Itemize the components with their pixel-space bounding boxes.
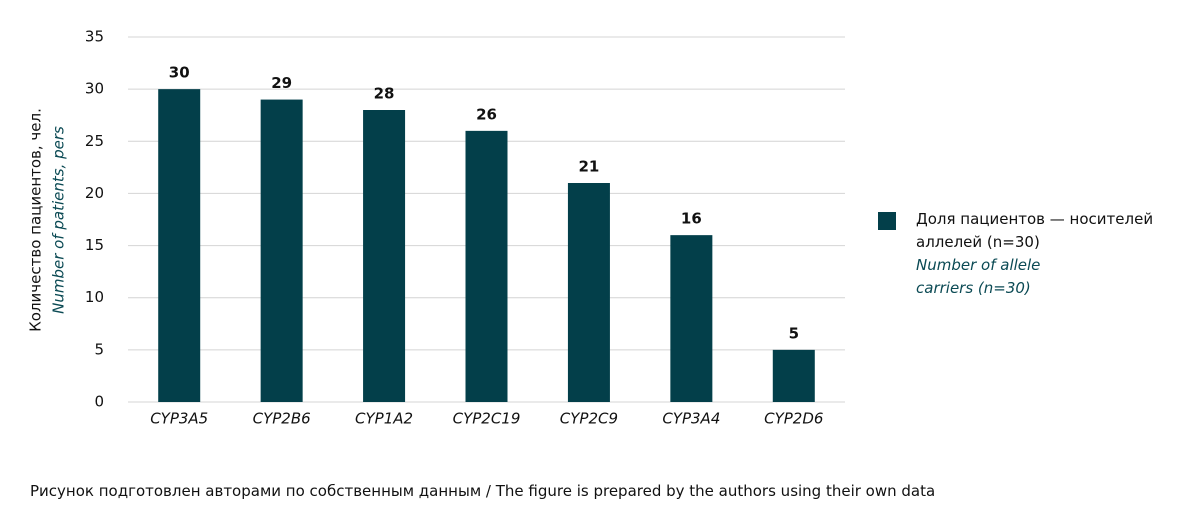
bar [567, 183, 610, 402]
x-tick-label: CYP2C9 [560, 410, 618, 428]
y-tick-label: 0 [94, 393, 104, 411]
y-tick-label: 10 [85, 288, 104, 306]
value-label: 26 [476, 105, 497, 123]
bar [158, 89, 201, 403]
y-tick-label: 35 [85, 28, 104, 46]
value-label: 5 [789, 324, 799, 342]
y-tick-label: 20 [85, 184, 104, 202]
value-label: 21 [578, 158, 599, 176]
x-tick-label: CYP3A4 [662, 410, 720, 428]
legend: Доля пациентов — носителей аллелей (n=30… [878, 208, 1178, 300]
y-axis-label-en: Number of patients, pers [50, 126, 68, 314]
value-label: 16 [681, 210, 702, 228]
source-note: Рисунок подготовлен авторами по собствен… [30, 482, 936, 500]
y-tick-label: 15 [85, 236, 104, 254]
y-tick-label: 5 [94, 340, 104, 358]
y-tick-label: 25 [85, 132, 104, 150]
x-tick-label: CYP2D6 [764, 410, 823, 428]
chart: Количество пациентов, чел. Number of pat… [27, 28, 845, 428]
bar [363, 110, 406, 402]
bar [260, 99, 303, 403]
x-tick-label: CYP2C19 [453, 410, 521, 428]
y-tick-label: 30 [85, 80, 104, 98]
legend-swatch [878, 212, 896, 230]
legend-subtitle: Number of allele carriers (n=30) [916, 256, 1041, 297]
value-label: 30 [169, 64, 190, 82]
x-tick-label: CYP1A2 [355, 410, 413, 428]
y-axis-label: Количество пациентов, чел. [27, 108, 45, 332]
bar [772, 349, 815, 402]
bar [670, 235, 713, 402]
value-label: 29 [271, 74, 292, 92]
x-tick-label: CYP2B6 [253, 410, 311, 428]
value-label: 28 [374, 85, 395, 103]
bar [465, 130, 508, 402]
x-tick-label: CYP3A5 [150, 410, 208, 428]
legend-label: Доля пациентов — носителей аллелей (n=30… [916, 210, 1154, 251]
